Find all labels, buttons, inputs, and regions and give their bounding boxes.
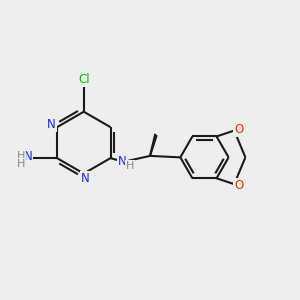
Text: Cl: Cl	[78, 73, 90, 85]
Text: N: N	[118, 154, 127, 167]
Text: N: N	[23, 150, 32, 163]
Text: O: O	[234, 179, 244, 192]
Text: H: H	[16, 151, 25, 161]
Text: O: O	[234, 123, 244, 136]
Text: H: H	[126, 161, 134, 171]
Text: H: H	[16, 159, 25, 169]
Text: N: N	[81, 172, 90, 185]
Text: N: N	[47, 118, 56, 131]
